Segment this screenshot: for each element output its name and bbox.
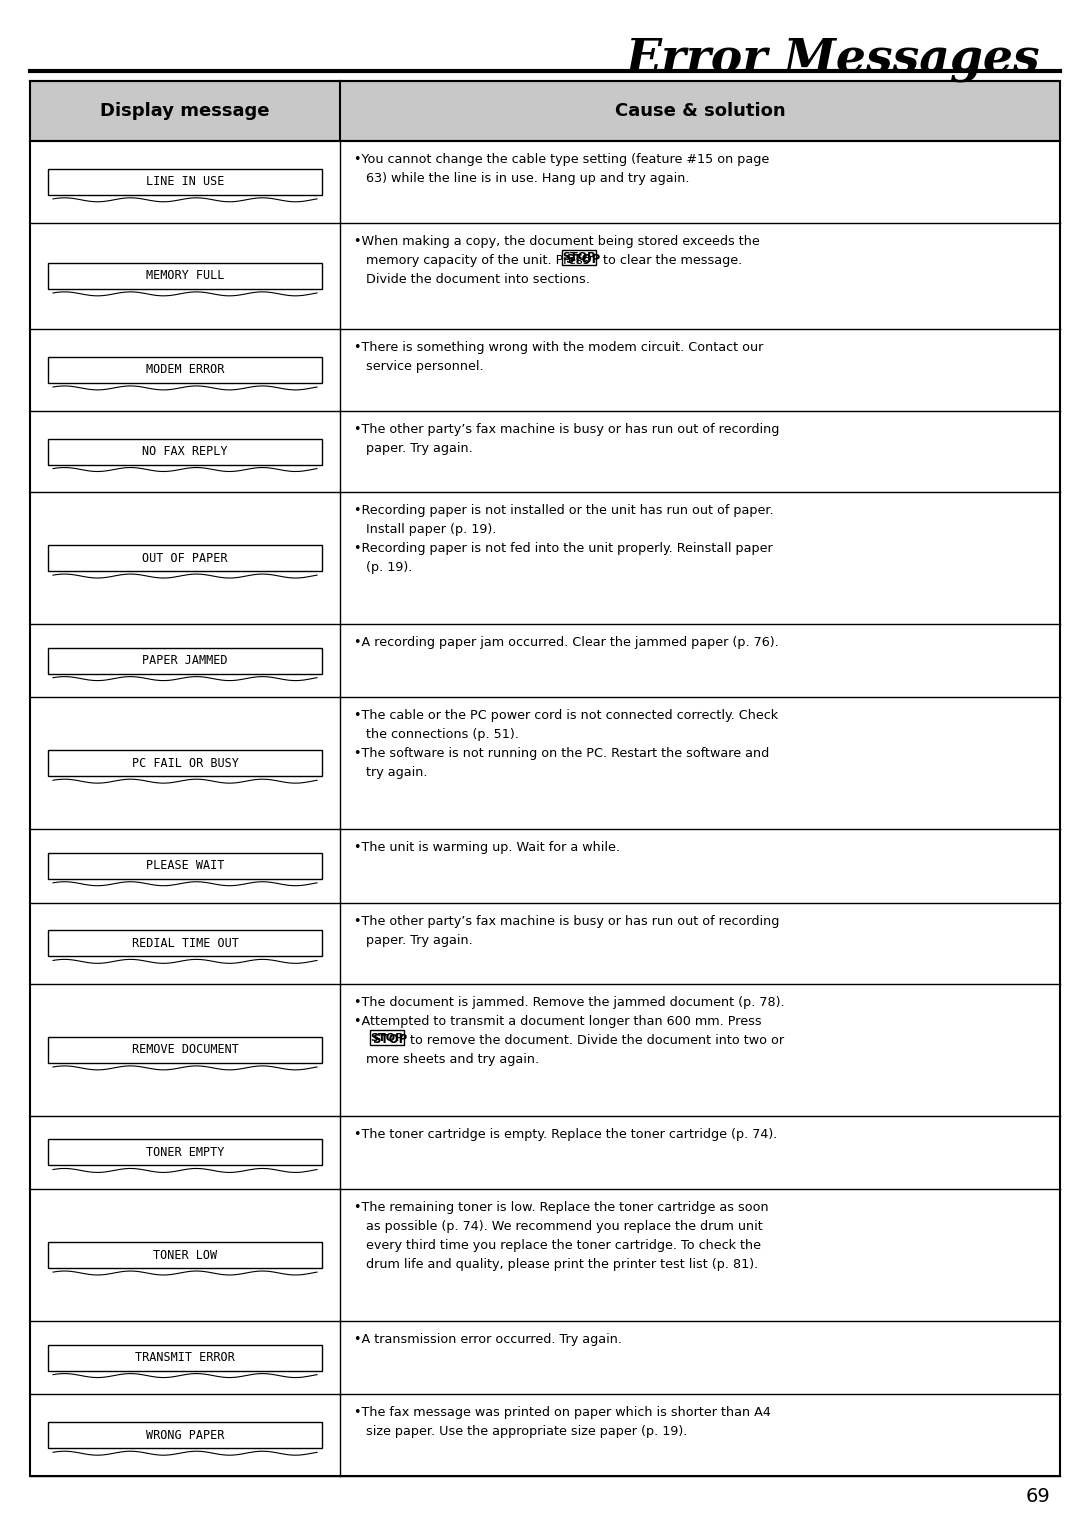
Text: Install paper (p. 19).: Install paper (p. 19).	[354, 523, 497, 536]
Text: •There is something wrong with the modem circuit. Contact our: •There is something wrong with the modem…	[354, 342, 764, 354]
Text: NO FAX REPLY: NO FAX REPLY	[143, 446, 228, 458]
FancyBboxPatch shape	[562, 250, 596, 264]
Text: 69: 69	[1025, 1486, 1050, 1506]
Text: •When making a copy, the document being stored exceeds the: •When making a copy, the document being …	[354, 235, 759, 247]
Text: REDIAL TIME OUT: REDIAL TIME OUT	[132, 937, 239, 949]
Text: (p. 19).: (p. 19).	[354, 562, 413, 574]
Text: PLEASE WAIT: PLEASE WAIT	[146, 859, 225, 873]
Text: •The other party’s fax machine is busy or has run out of recording: •The other party’s fax machine is busy o…	[354, 423, 780, 436]
Text: Error Messages: Error Messages	[625, 37, 1040, 82]
Text: STOP: STOP	[373, 1033, 408, 1047]
Text: •Attempted to transmit a document longer than 600 mm. Press: •Attempted to transmit a document longer…	[354, 1015, 761, 1029]
Text: the connections (p. 51).: the connections (p. 51).	[354, 728, 518, 742]
Text: •The unit is warming up. Wait for a while.: •The unit is warming up. Wait for a whil…	[354, 841, 620, 855]
Text: OUT OF PAPER: OUT OF PAPER	[143, 551, 228, 565]
Text: PC FAIL OR BUSY: PC FAIL OR BUSY	[132, 757, 239, 769]
Text: paper. Try again.: paper. Try again.	[354, 934, 473, 946]
Text: •You cannot change the cable type setting (feature #15 on page: •You cannot change the cable type settin…	[354, 153, 769, 166]
Text: TRANSMIT ERROR: TRANSMIT ERROR	[135, 1351, 234, 1364]
Text: memory capacity of the unit. Press: memory capacity of the unit. Press	[354, 253, 594, 267]
Text: try again.: try again.	[354, 766, 428, 780]
Text: STOP: STOP	[563, 252, 596, 262]
Text: •The toner cartridge is empty. Replace the toner cartridge (p. 74).: •The toner cartridge is empty. Replace t…	[354, 1128, 778, 1140]
Text: •The other party’s fax machine is busy or has run out of recording: •The other party’s fax machine is busy o…	[354, 914, 780, 928]
Text: MEMORY FULL: MEMORY FULL	[146, 270, 225, 282]
Text: more sheets and try again.: more sheets and try again.	[354, 1053, 539, 1067]
Text: Cause & solution: Cause & solution	[615, 102, 785, 121]
Text: Divide the document into sections.: Divide the document into sections.	[354, 273, 590, 285]
Text: MODEM ERROR: MODEM ERROR	[146, 363, 225, 377]
Text: •The software is not running on the PC. Restart the software and: •The software is not running on the PC. …	[354, 748, 769, 760]
Text: STOP: STOP	[369, 1033, 403, 1042]
Text: •Recording paper is not installed or the unit has run out of paper.: •Recording paper is not installed or the…	[354, 504, 773, 517]
Text: size paper. Use the appropriate size paper (p. 19).: size paper. Use the appropriate size pap…	[354, 1425, 687, 1439]
Text: WRONG PAPER: WRONG PAPER	[146, 1428, 225, 1442]
Text: TONER EMPTY: TONER EMPTY	[146, 1146, 225, 1158]
Text: 63) while the line is in use. Hang up and try again.: 63) while the line is in use. Hang up an…	[354, 172, 689, 185]
Text: •A transmission error occurred. Try again.: •A transmission error occurred. Try agai…	[354, 1332, 622, 1346]
Text: •The document is jammed. Remove the jammed document (p. 78).: •The document is jammed. Remove the jamm…	[354, 996, 785, 1009]
Text: STOP: STOP	[565, 253, 600, 266]
Text: •Recording paper is not fed into the unit properly. Reinstall paper: •Recording paper is not fed into the uni…	[354, 542, 773, 555]
Text: LINE IN USE: LINE IN USE	[146, 175, 225, 188]
Text: •The remaining toner is low. Replace the toner cartridge as soon: •The remaining toner is low. Replace the…	[354, 1201, 769, 1215]
Text: every third time you replace the toner cartridge. To check the: every third time you replace the toner c…	[354, 1239, 761, 1253]
FancyBboxPatch shape	[369, 1030, 404, 1045]
Text: drum life and quality, please print the printer test list (p. 81).: drum life and quality, please print the …	[354, 1259, 758, 1271]
Text: Display message: Display message	[100, 102, 270, 121]
Text: to remove the document. Divide the document into two or: to remove the document. Divide the docum…	[406, 1035, 785, 1047]
Text: TONER LOW: TONER LOW	[153, 1248, 217, 1262]
Text: REMOVE DOCUMENT: REMOVE DOCUMENT	[132, 1044, 239, 1056]
Text: PAPER JAMMED: PAPER JAMMED	[143, 655, 228, 667]
Text: service personnel.: service personnel.	[354, 360, 484, 374]
FancyBboxPatch shape	[30, 81, 1059, 140]
Text: as possible (p. 74). We recommend you replace the drum unit: as possible (p. 74). We recommend you re…	[354, 1221, 762, 1233]
Text: •A recording paper jam occurred. Clear the jammed paper (p. 76).: •A recording paper jam occurred. Clear t…	[354, 636, 779, 649]
Text: •The cable or the PC power cord is not connected correctly. Check: •The cable or the PC power cord is not c…	[354, 710, 778, 722]
Text: to clear the message.: to clear the message.	[599, 253, 742, 267]
Text: paper. Try again.: paper. Try again.	[354, 441, 473, 455]
Text: •The fax message was printed on paper which is shorter than A4: •The fax message was printed on paper wh…	[354, 1407, 771, 1419]
